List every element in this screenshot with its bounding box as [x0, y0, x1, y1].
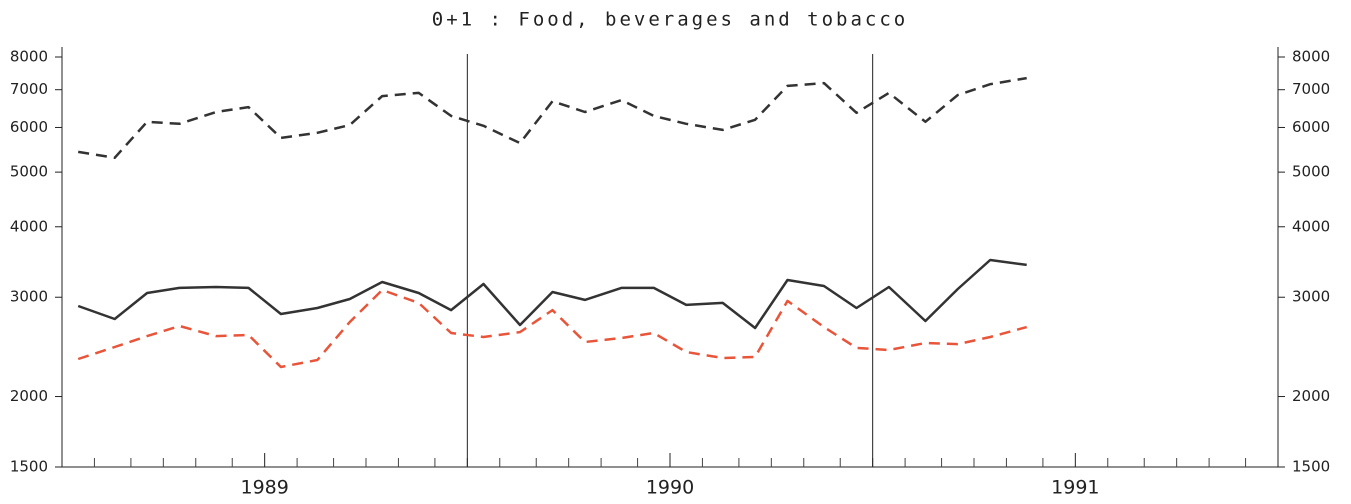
x-tick-label: 1990	[646, 477, 694, 499]
y-tick-label: 3000	[10, 288, 48, 306]
x-tick-label: 1991	[1051, 477, 1099, 499]
y-tick-label: 7000	[1292, 80, 1330, 98]
y-tick-label: 7000	[10, 80, 48, 98]
y-tick-label: 8000	[1292, 48, 1330, 66]
y-tick-label: 6000	[10, 118, 48, 136]
series-line	[78, 76, 1027, 160]
y-tick-label: 3000	[1292, 288, 1330, 306]
chart-title: 0+1 : Food, beverages and tobacco	[432, 9, 909, 31]
y-tick-label: 2000	[10, 387, 48, 405]
y-tick-label: 1500	[10, 458, 48, 476]
series-line	[77, 258, 1027, 330]
y-tick-label: 1500	[1292, 458, 1330, 476]
y-tick-label: 4000	[1292, 217, 1330, 235]
y-tick-label: 5000	[10, 163, 48, 181]
series-line	[77, 288, 1028, 369]
x-tick-label: 1989	[240, 477, 288, 499]
y-tick-label: 4000	[10, 217, 48, 235]
y-tick-label: 5000	[1292, 163, 1330, 181]
y-tick-label: 8000	[10, 48, 48, 66]
y-tick-label: 2000	[1292, 387, 1330, 405]
y-tick-label: 6000	[1292, 118, 1330, 136]
